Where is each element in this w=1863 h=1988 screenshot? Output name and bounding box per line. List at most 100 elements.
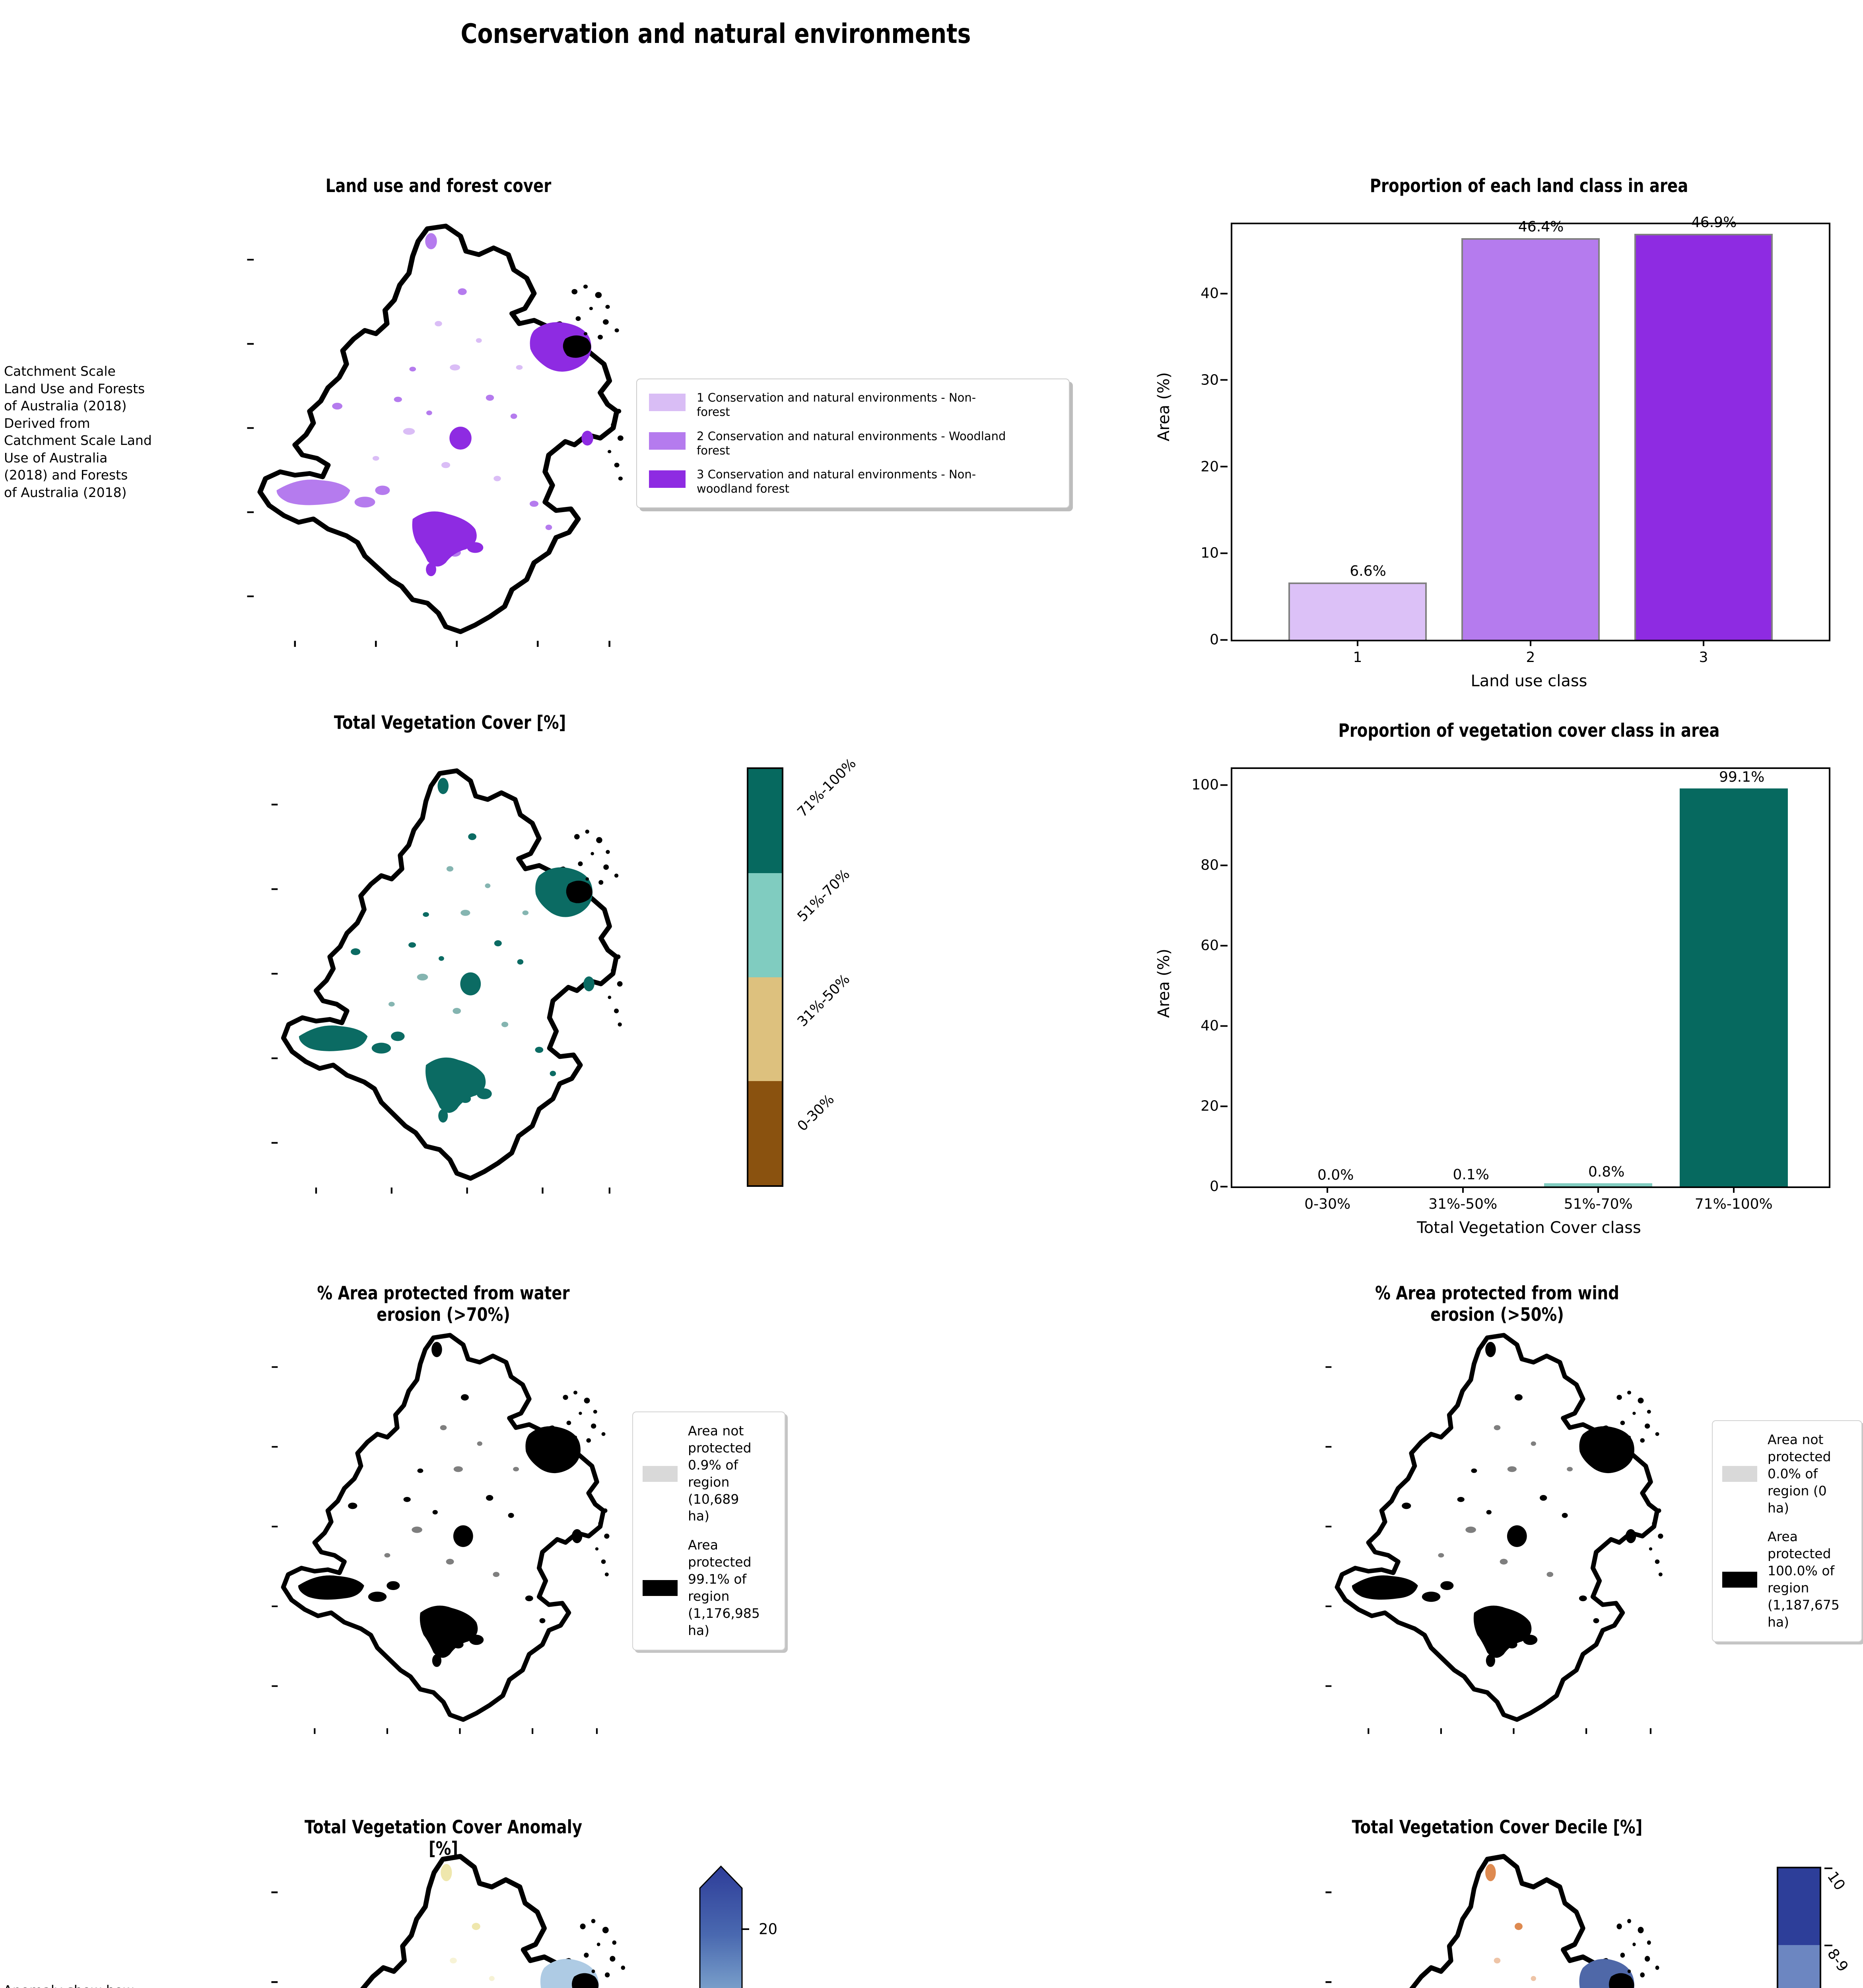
bar-value-label: 0.8% [1588,1163,1625,1180]
colorbar-segment-51-70 [748,873,782,977]
colorbar-label: 51%-70% [794,866,853,925]
vegcover-chart: Proportion of vegetation cover class in … [1155,720,1830,1237]
legend-item: 1 Conservation and natural environments … [649,390,1057,419]
bar-value-label: 46.4% [1518,218,1564,235]
catchment-boundary [283,1335,603,1720]
legend-item: Area not protected 0.9% of region (10,68… [643,1423,775,1525]
bar-slot: 46.4% 2 [1444,219,1617,666]
bar-value-label: 0.0% [1317,1167,1354,1183]
landuse-map [254,223,624,640]
colorbar-tick-label: 20 [759,1920,778,1938]
tick [1824,1868,1832,1869]
legend-label: Area protected 100.0% of region (1,187,6… [1768,1529,1840,1630]
colorbar-label: 0-30% [794,1091,837,1135]
legend-item: 3 Conservation and natural environments … [649,467,1057,496]
colorbar-segment-0-30 [748,1081,782,1185]
legend-item: Area not protected 0.0% of region (0 ha) [1722,1431,1852,1516]
wind-erosion-title: % Area protected from wind erosion (>50%… [1375,1282,1619,1325]
y-tick: 20 [1181,458,1219,475]
bars: 6.6% 1 46.4% 2 46.9% 3 [1232,214,1829,666]
catchment-boundary [1337,1335,1657,1720]
decile-segment-10 [1778,1868,1820,1945]
colorbar-label: 31%-50% [794,971,853,1030]
x-axis-label: Total Vegetation Cover class [1417,1219,1641,1237]
y-tick: 10 [1181,545,1219,561]
x-tick-label: 0-30% [1304,1196,1351,1212]
y-tick: 80 [1181,857,1219,874]
chart-title: Proportion of each land class in area [1370,175,1688,196]
x-tick-label: 1 [1353,649,1362,666]
coastal-islands [1609,1919,1663,1988]
water-erosion-title: % Area protected from water erosion (>70… [317,1282,570,1325]
coastal-islands [571,1919,629,1988]
bar-slot: 0.0% 0-30% [1260,769,1395,1212]
x-tick-label: 31%-50% [1428,1196,1498,1212]
protected-swatch [643,1580,678,1596]
bar-51-70 [1544,1183,1653,1186]
y-tick: 60 [1181,938,1219,954]
bar-value-label: 6.6% [1350,563,1386,580]
bar-slot: 0.8% 51%-70% [1531,769,1666,1212]
land-class-chart: Proportion of each land class in area Ar… [1155,175,1830,692]
bar-slot: 99.1% 71%-100% [1666,769,1802,1212]
colorbar-segment-71-100 [748,769,782,873]
legend-label: Area not protected 0.0% of region (0 ha) [1768,1432,1831,1516]
page-title: Conservation and natural environments [460,18,971,50]
x-tick-label: 3 [1699,649,1708,666]
not-protected-swatch [643,1466,678,1482]
landuse-legend: 1 Conservation and natural environments … [636,379,1070,508]
tick [741,1928,749,1930]
legend-label: Area protected 99.1% of region (1,176,98… [688,1537,760,1638]
decile-map-canvas [1332,1853,1663,1988]
anomaly-map [278,1853,629,1988]
bar-value-label: 46.9% [1691,214,1737,231]
water-erosion-legend: Area not protected 0.9% of region (10,68… [632,1411,785,1650]
legend-swatch-nonforest [649,394,686,411]
y-tick: 40 [1181,285,1219,302]
y-tick: 30 [1181,372,1219,388]
bar-slot: 6.6% 1 [1271,224,1444,666]
anomaly-note: Anomaly show how many percetage points e… [3,1982,226,1988]
anomaly-map-canvas [278,1853,629,1988]
bar-slot: 46.9% 3 [1617,214,1790,666]
vegcover-map [278,767,623,1187]
bar-value-label: 0.1% [1453,1167,1489,1183]
bars: 0.0% 0-30% 0.1% 31%-50% 0.8% 51%-70% 99.… [1232,769,1829,1212]
landuse-map-canvas [254,223,624,640]
colorbar-label: 71%-100% [794,755,859,821]
protected-swatch [1722,1572,1757,1588]
decile-segment-8-9 [1778,1945,1820,1988]
catchment-boundary [284,771,616,1178]
wind-erosion-map [1332,1332,1663,1728]
landuse-source-note: Catchment Scale Land Use and Forests of … [4,363,152,500]
legend-swatch-woodland [649,432,686,450]
vegcover-colorbar: 71%-100% 51%-70% 31%-50% 0-30% [747,755,859,1187]
legend-label: 2 Conservation and natural environments … [697,429,1006,457]
y-tick: 20 [1181,1098,1219,1114]
anomaly-colorbar-gradient [699,1865,743,1988]
legend-item: Area protected 99.1% of region (1,176,98… [643,1537,775,1639]
landuse-map-title: Land use and forest cover [325,175,552,196]
colorbar-label: 10 [1824,1868,1849,1894]
anomaly-map-title: Total Vegetation Cover Anomaly [%] [304,1816,583,1859]
decile-map [1332,1853,1663,1988]
legend-item: 2 Conservation and natural environments … [649,429,1057,458]
legend-label: Area not protected 0.9% of region (10,68… [688,1423,752,1524]
bar-71-100 [1679,788,1788,1186]
y-axis-label: Area (%) [1154,949,1173,1018]
bar-class1 [1288,582,1427,640]
vegcover-map-canvas [278,767,623,1187]
chart-title: Proportion of vegetation cover class in … [1338,720,1720,741]
wind-erosion-map-canvas [1332,1332,1663,1728]
x-tick-label: 51%-70% [1564,1196,1633,1212]
y-tick: 0 [1181,632,1219,648]
anomaly-colorbar: 20 10 0 −10 −20 [699,1865,777,1988]
plot-area: 0 10 20 30 40 6.6% 1 46.4% 2 46.9% [1201,214,1830,666]
decile-map-title: Total Vegetation Cover Decile [%] [1352,1816,1643,1838]
y-tick: 0 [1181,1178,1219,1195]
y-tick: 40 [1181,1018,1219,1034]
vegcover-map-title: Total Vegetation Cover [%] [334,712,566,733]
water-erosion-map [278,1332,610,1728]
bar-value-label: 99.1% [1719,769,1765,786]
